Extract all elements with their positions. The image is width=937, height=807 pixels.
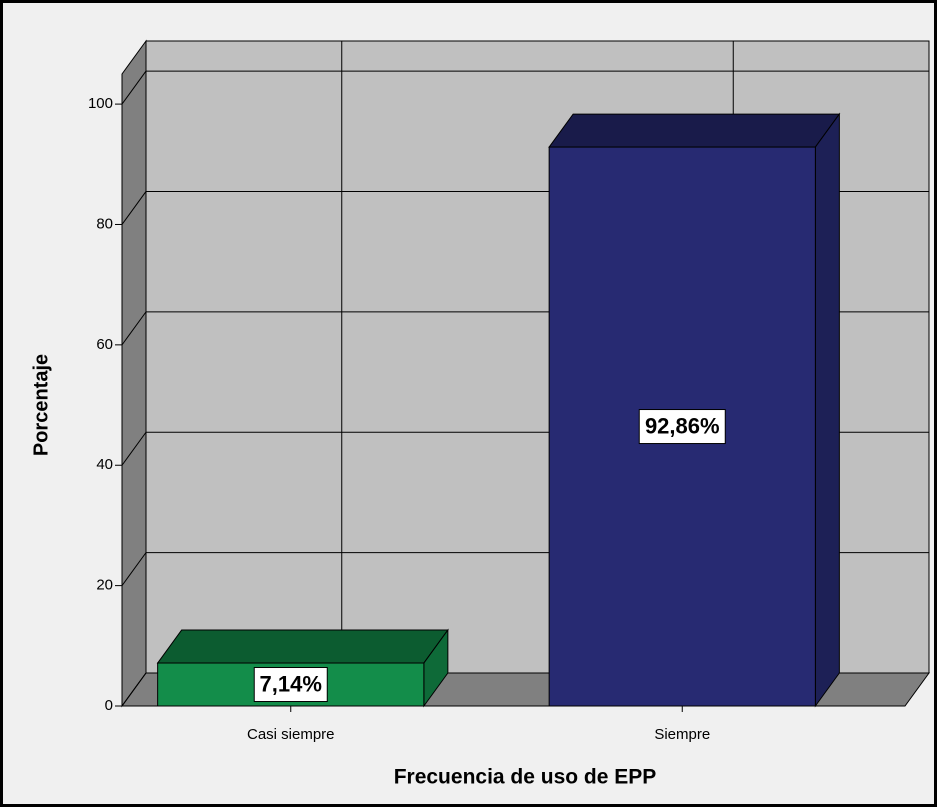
- x-tick-label: Casi siempre: [247, 726, 335, 743]
- x-axis-title: Frecuencia de uso de EPP: [394, 766, 657, 789]
- grid-line: [121, 552, 147, 586]
- value-label-box: [253, 667, 328, 703]
- y-tick-label: 80: [96, 215, 113, 232]
- grid-line: [121, 672, 147, 707]
- value-label: 92,86%: [645, 413, 720, 438]
- grid-line: [121, 70, 147, 105]
- y-tick-label: 20: [96, 577, 113, 594]
- value-label: 7,14%: [260, 671, 322, 696]
- grid-line: [121, 311, 147, 346]
- bar-top: [548, 113, 841, 148]
- x-tick-label: Siempre: [654, 726, 710, 743]
- y-tick-label: 100: [88, 95, 113, 112]
- y-tick-label: 60: [96, 336, 113, 353]
- bar-side: [814, 112, 840, 708]
- y-axis-title: Porcentaje: [30, 354, 52, 456]
- grid-line: [121, 431, 147, 466]
- side-wall: [121, 39, 147, 708]
- y-tick-label: 0: [105, 697, 113, 714]
- value-label-box: [638, 409, 726, 445]
- y-tick-label: 40: [96, 456, 113, 473]
- grid-line: [121, 191, 147, 225]
- bar-top: [156, 629, 449, 664]
